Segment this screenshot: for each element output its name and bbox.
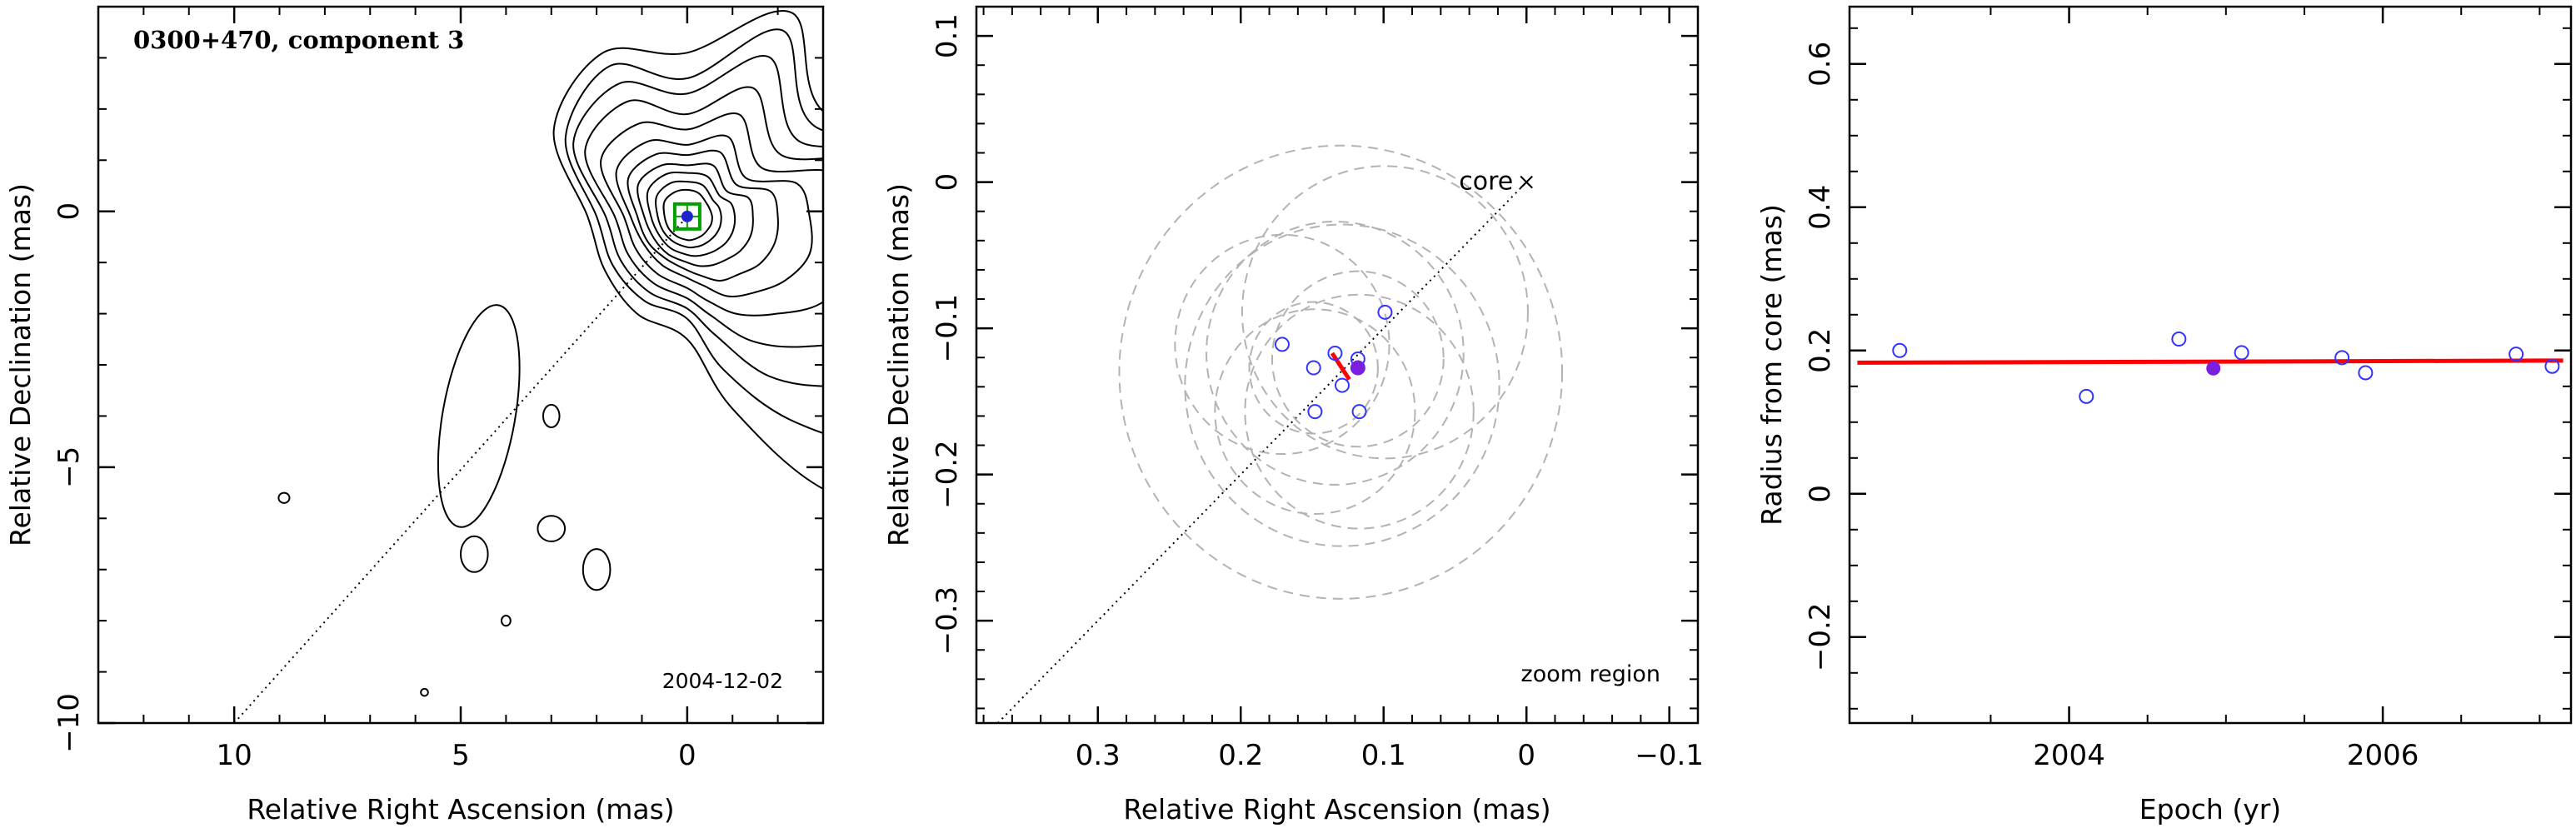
panel2-size-circle bbox=[1244, 293, 1475, 530]
panel2-data-point bbox=[1335, 377, 1350, 393]
panel1-contour-level bbox=[552, 10, 823, 490]
panel2-size-circle bbox=[1241, 165, 1529, 460]
panel3-fit-line bbox=[1857, 358, 2564, 365]
panel3-data-point bbox=[2544, 358, 2560, 374]
panel2-size-circle bbox=[1214, 308, 1416, 516]
panel1-contour-level bbox=[572, 55, 823, 387]
panel2-fit-segment bbox=[1330, 352, 1351, 381]
panel3-y-axis-label: Radius from core (mas) bbox=[1755, 204, 1788, 526]
panel2-data-point bbox=[1351, 404, 1367, 420]
panel2-x-tick-label: 0.3 bbox=[1076, 739, 1121, 772]
panel1-x-tick-label: 0 bbox=[678, 739, 696, 772]
panel2-y-axis-label: Relative Declination (mas) bbox=[882, 183, 915, 546]
panel1-contour-level bbox=[655, 180, 722, 249]
panel3-data-point bbox=[1892, 342, 1908, 358]
panel2-size-circle bbox=[1248, 301, 1379, 435]
panel1-x-axis-label: Relative Right Ascension (mas) bbox=[247, 793, 674, 826]
panel1-contour-level bbox=[615, 134, 813, 297]
panel2-y-tick-label: 0 bbox=[931, 173, 964, 192]
panel2-frame bbox=[975, 5, 1700, 725]
panel1-y-tick-label: 0 bbox=[52, 202, 86, 221]
panel3-data-point bbox=[2509, 347, 2524, 362]
panel3-x-axis-label: Epoch (yr) bbox=[2139, 793, 2281, 826]
panel-contour-map: 10 5 0 −10 −5 0 0300+470, component 3 2004-12… bbox=[4, 5, 825, 826]
panel1-contour-level bbox=[637, 162, 754, 267]
panel1-contour-level bbox=[584, 86, 823, 348]
panel3-highlight-point bbox=[2206, 361, 2221, 376]
panel3-y-tick-label: 0.4 bbox=[1804, 185, 1837, 230]
panel3-y-tick-label: 0 bbox=[1804, 485, 1837, 503]
panel2-core-marker bbox=[1520, 175, 1533, 189]
panel3-data-point bbox=[2234, 345, 2249, 361]
panel2-y-tick-label: 0.1 bbox=[931, 13, 964, 58]
panel2-data-point bbox=[1307, 404, 1323, 420]
panel1-contour-island bbox=[537, 515, 567, 542]
panel2-size-circle bbox=[1174, 233, 1390, 456]
panel2-y-tick-label: −0.2 bbox=[931, 440, 964, 509]
panel1-x-tick-label: 10 bbox=[216, 739, 252, 772]
panel2-highlight-point bbox=[1350, 360, 1365, 376]
panel2-y-tick-label: −0.3 bbox=[931, 586, 964, 656]
panel2-size-circle bbox=[1271, 270, 1445, 448]
panel2-size-circle bbox=[1118, 144, 1564, 600]
panel1-contour-island bbox=[582, 548, 612, 591]
panel1-direction-line bbox=[233, 216, 688, 723]
panel1-contour-island bbox=[500, 615, 512, 627]
panel3-y-tick-label: 0.2 bbox=[1804, 328, 1837, 373]
panel2-x-tick-label: −0.1 bbox=[1635, 739, 1704, 772]
panel2-zoom-annotation: zoom region bbox=[1521, 661, 1660, 687]
panel-zoom-region: core 0.3 0.2 0.1 0 −0.1 0.1 0 −0.1 −0.2 −0.3 zoom… bbox=[882, 5, 1704, 826]
panel1-title: 0300+470, component 3 bbox=[133, 26, 464, 54]
panel1-y-axis-label: Relative Declination (mas) bbox=[4, 183, 37, 546]
panel2-x-tick-label: 0.2 bbox=[1218, 739, 1263, 772]
panel1-x-tick-label: 5 bbox=[452, 739, 470, 772]
panel-radius-vs-epoch: 2004 2006 0.6 0.4 0.2 0 −0.2 Epoch (yr) Radius… bbox=[1755, 5, 2573, 826]
panel1-frame bbox=[97, 5, 825, 725]
panel3-y-tick-label: −0.2 bbox=[1804, 603, 1837, 672]
panel2-x-tick-label: 0.1 bbox=[1361, 739, 1406, 772]
panel2-y-tick-label: −0.1 bbox=[931, 294, 964, 363]
panel2-x-tick-label: 0 bbox=[1517, 739, 1535, 772]
panel1-contour-island bbox=[542, 403, 561, 428]
panel3-data-point bbox=[2358, 365, 2374, 381]
panel1-contour-island bbox=[277, 491, 291, 504]
panel1-contour-level bbox=[600, 112, 823, 317]
panel1-date-label: 2004-12-02 bbox=[662, 669, 783, 693]
panel2-x-axis-label: Relative Right Ascension (mas) bbox=[1123, 793, 1550, 826]
panel2-direction-line bbox=[996, 181, 1527, 723]
panel3-x-tick-label: 2006 bbox=[2347, 739, 2419, 772]
panel3-y-tick-label: 0.6 bbox=[1804, 42, 1837, 87]
panel3-data-point bbox=[2079, 388, 2094, 404]
panel2-data-point bbox=[1305, 360, 1321, 376]
panel3-frame bbox=[1848, 5, 2573, 725]
panel1-contour-island bbox=[437, 304, 521, 528]
panel2-core-label: core bbox=[1459, 167, 1513, 197]
panel3-x-tick-label: 2004 bbox=[2033, 739, 2105, 772]
panel1-component-point bbox=[681, 210, 693, 222]
panel2-data-point bbox=[1274, 337, 1290, 352]
panel1-contour-island bbox=[420, 687, 429, 697]
panel3-data-point bbox=[2171, 332, 2187, 347]
panel1-contour-island bbox=[460, 535, 489, 573]
panel1-y-tick-label: −5 bbox=[52, 446, 86, 488]
panel3-data-point bbox=[2334, 350, 2350, 366]
panel1-contour-level bbox=[564, 28, 823, 435]
panel1-contour-level bbox=[662, 188, 713, 242]
panel2-data-point bbox=[1327, 345, 1343, 361]
panel1-contour-level bbox=[646, 171, 736, 257]
panel2-data-point bbox=[1377, 304, 1393, 320]
panel1-y-tick-label: −10 bbox=[52, 693, 86, 753]
panel2-size-circle bbox=[1206, 221, 1465, 486]
panel1-contour-level bbox=[627, 149, 779, 282]
